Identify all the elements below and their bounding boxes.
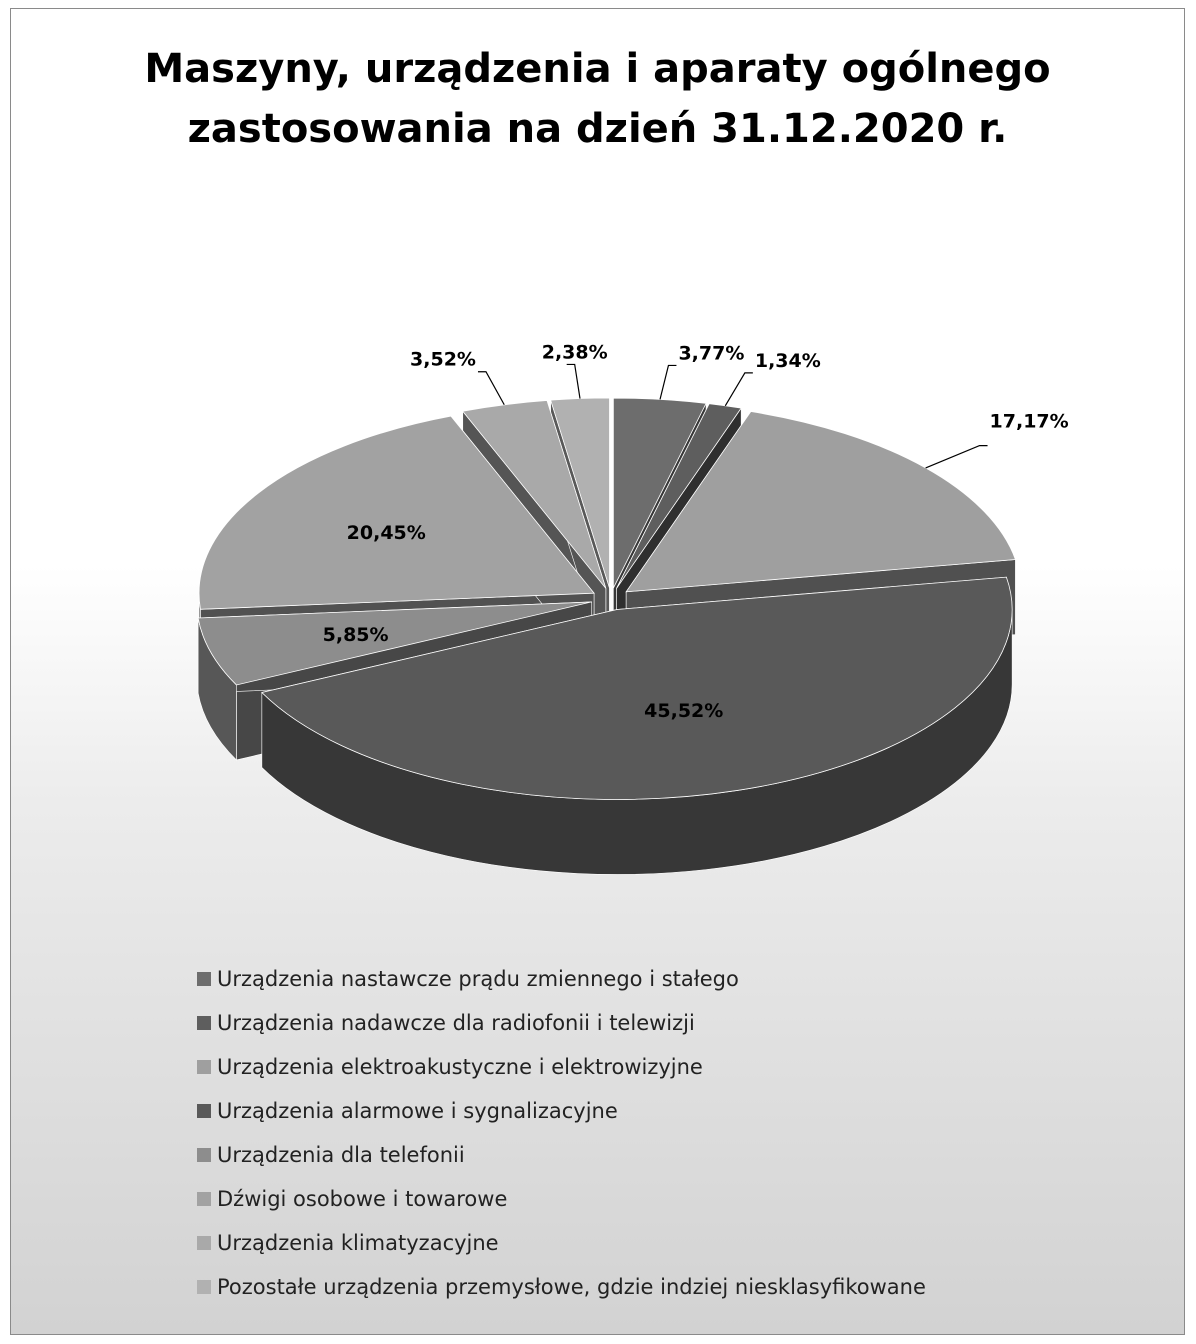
pie-data-labels: 3,77% 1,34% 17,17% 45,52% 5,85% 20,45% 3,52% 2,… <box>323 341 1069 721</box>
legend-item: Urządzenia klimatyzacyjne <box>197 1221 1157 1265</box>
legend-item: Urządzenia nastawcze prądu zmiennego i s… <box>197 957 1157 1001</box>
legend-swatch <box>197 1148 211 1162</box>
pie-slice-0 <box>612 397 707 589</box>
pie-label-7: 2,38% <box>542 341 608 363</box>
legend-label: Dźwigi osobowe i towarowe <box>217 1187 508 1211</box>
legend-swatch <box>197 1104 211 1118</box>
legend-item: Urządzenia elektroakustyczne i elektrowi… <box>197 1045 1157 1089</box>
legend-label: Urządzenia nadawcze dla radiofonii i tel… <box>217 1011 695 1035</box>
chart-frame: Maszyny, urządzenia i aparaty ogólnego z… <box>10 8 1185 1335</box>
legend-item: Pozostałe urządzenia przemysłowe, gdzie … <box>197 1265 1157 1309</box>
pie-chart: 3,77% 1,34% 17,17% 45,52% 5,85% 20,45% 3,52% 2,… <box>197 341 1069 875</box>
pie-leader-lines <box>477 363 988 469</box>
pie-slice-5 <box>198 415 595 610</box>
pie-slice-3 <box>261 576 1013 800</box>
legend-swatch <box>197 972 211 986</box>
legend-swatch <box>197 1016 211 1030</box>
pie-leader-0 <box>659 364 677 400</box>
legend-swatch <box>197 1060 211 1074</box>
chart-title-line-2: zastosowania na dzień 31.12.2020 r. <box>187 106 1008 152</box>
pie-label-0: 3,77% <box>678 342 744 364</box>
pie-label-1: 1,34% <box>755 350 821 372</box>
legend-label: Urządzenia klimatyzacyjne <box>217 1231 499 1255</box>
pie-leader-6 <box>477 371 505 406</box>
legend-item: Urządzenia dla telefonii <box>197 1133 1157 1177</box>
chart-legend: Urządzenia nastawcze prądu zmiennego i s… <box>197 957 1157 1309</box>
legend-label: Urządzenia alarmowe i sygnalizacyjne <box>217 1099 618 1123</box>
chart-title-line-1: Maszyny, urządzenia i aparaty ogólnego <box>144 46 1051 92</box>
pie-label-3: 45,52% <box>644 700 723 722</box>
pie-slice-6 <box>462 400 607 589</box>
legend-swatch <box>197 1236 211 1250</box>
legend-item: Urządzenia nadawcze dla radiofonii i tel… <box>197 1001 1157 1045</box>
pie-slice-4 <box>197 601 592 686</box>
legend-label: Urządzenia elektroakustyczne i elektrowi… <box>217 1055 703 1079</box>
legend-label: Urządzenia nastawcze prądu zmiennego i s… <box>217 967 739 991</box>
legend-item: Dźwigi osobowe i towarowe <box>197 1177 1157 1221</box>
pie-label-4: 5,85% <box>323 624 389 646</box>
legend-item: Urządzenia alarmowe i sygnalizacyjne <box>197 1089 1157 1133</box>
pie-top-faces <box>197 397 1016 800</box>
legend-swatch <box>197 1192 211 1206</box>
legend-label: Pozostałe urządzenia przemysłowe, gdzie … <box>217 1275 926 1299</box>
pie-slice-7 <box>550 397 610 589</box>
pie-leader-1 <box>724 372 753 407</box>
pie-leader-7 <box>566 363 581 399</box>
chart-title: Maszyny, urządzenia i aparaty ogólnego z… <box>11 39 1184 159</box>
pie-label-6: 3,52% <box>410 349 476 371</box>
pie-label-5: 20,45% <box>347 522 426 544</box>
pie-slice-1 <box>616 403 742 589</box>
legend-label: Urządzenia dla telefonii <box>217 1143 465 1167</box>
pie-leader-2 <box>925 445 988 469</box>
pie-label-2: 17,17% <box>990 411 1069 433</box>
legend-swatch <box>197 1280 211 1294</box>
